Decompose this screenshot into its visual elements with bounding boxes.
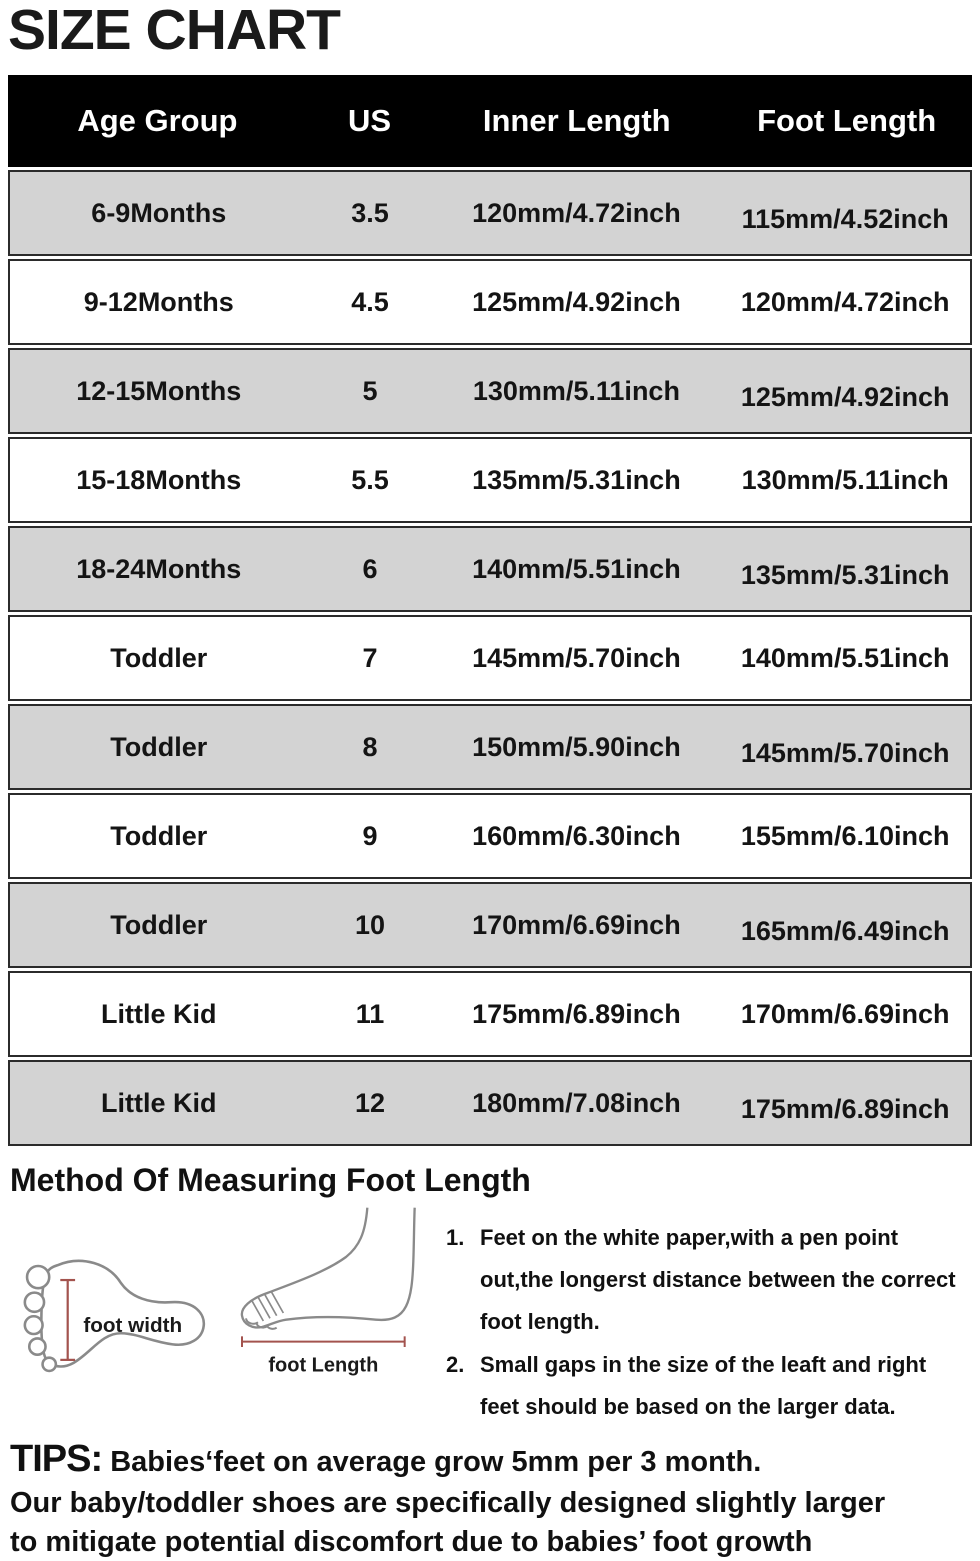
cell-age-group: 12-15Months — [76, 375, 242, 406]
cell-us-size: 5.5 — [351, 464, 389, 495]
cell-inner-length: 175mm/6.89inch — [472, 998, 681, 1029]
tips-text: to mitigate potential discomfort due to … — [10, 1525, 813, 1558]
column-header-us: US — [347, 103, 392, 138]
table-row: 12-15Months 5 130mm/5.11inch 125mm/4.92inch — [8, 348, 972, 434]
foot-diagrams: foot width foot Length — [4, 1203, 446, 1390]
column-header-age-group: Age Group — [77, 103, 238, 138]
table-row: Toddler 7 145mm/5.70inch 140mm/5.51inch — [8, 615, 972, 701]
foot-width-measure-line — [60, 1278, 76, 1361]
table-row: Toddler 9 160mm/6.30inch 155mm/6.10inch — [8, 793, 972, 879]
cell-inner-length: 120mm/4.72inch — [472, 197, 681, 228]
instruction-number: 2. — [446, 1351, 465, 1377]
size-table: Age Group US Inner Length Foot Length 6-… — [8, 75, 972, 1146]
method-heading: Method Of Measuring Foot Length — [10, 1162, 531, 1198]
table-row: 18-24Months 6 140mm/5.51inch 135mm/5.31inch — [8, 526, 972, 612]
cell-us-size: 12 — [354, 1087, 386, 1118]
instruction-text: Feet on the white paper,with a pen point… — [480, 1225, 956, 1335]
table-header-row: Age Group US Inner Length Foot Length — [8, 75, 972, 167]
cell-age-group: Little Kid — [101, 998, 217, 1029]
cell-inner-length: 160mm/6.30inch — [472, 820, 681, 851]
tips-section: TIPS: Babies‘feet on average grow 5mm pe… — [0, 1428, 980, 1561]
cell-inner-length: 125mm/4.92inch — [472, 286, 681, 317]
tips-label: TIPS: — [10, 1438, 103, 1481]
table-row: 9-12Months 4.5 125mm/4.92inch 120mm/4.72inc… — [8, 259, 972, 345]
cell-age-group: Toddler — [110, 642, 208, 673]
cell-inner-length: 145mm/5.70inch — [472, 642, 681, 673]
cell-us-size: 11 — [355, 998, 385, 1029]
cell-foot-length: 120mm/4.72inch — [740, 286, 950, 317]
cell-foot-length: 125mm/4.92inch — [740, 381, 950, 412]
cell-foot-length: 145mm/5.70inch — [740, 737, 950, 768]
cell-inner-length: 150mm/5.90inch — [472, 731, 681, 762]
table-row: Little Kid 12 180mm/7.08inch 175mm/6.89inch — [8, 1060, 972, 1146]
foot-width-label: foot width — [83, 1314, 182, 1337]
tips-text: Our baby/toddler shoes are specifically … — [10, 1487, 886, 1520]
cell-age-group: Toddler — [110, 731, 208, 762]
cell-us-size: 3.5 — [351, 197, 389, 228]
cell-us-size: 10 — [354, 909, 386, 940]
table-row: 6-9Months 3.5 120mm/4.72inch 115mm/4.52inch — [8, 170, 972, 256]
cell-age-group: Toddler — [110, 909, 208, 940]
page-title: SIZE CHART — [8, 0, 341, 62]
instruction-number: 1. — [446, 1225, 465, 1250]
cell-inner-length: 130mm/5.11inch — [472, 375, 680, 406]
cell-foot-length: 135mm/5.31inch — [740, 559, 950, 590]
cell-age-group: 9-12Months — [83, 286, 234, 317]
cell-age-group: Little Kid — [101, 1087, 217, 1118]
table-body: 6-9Months 3.5 120mm/4.72inch 115mm/4.52inch… — [8, 170, 972, 1146]
tips-text: Babies‘feet on average grow 5mm per 3 mo… — [110, 1446, 762, 1479]
table-row: Toddler 10 170mm/6.69inch 165mm/6.49inch — [8, 882, 972, 968]
cell-inner-length: 140mm/5.51inch — [472, 553, 681, 584]
cell-us-size: 7 — [362, 642, 378, 673]
cell-age-group: 15-18Months — [76, 464, 242, 495]
cell-age-group: Toddler — [110, 820, 208, 851]
cell-foot-length: 165mm/6.49inch — [740, 915, 950, 946]
tips-line: TIPS: Babies‘feet on average grow 5mm pe… — [10, 1434, 970, 1484]
cell-inner-length: 180mm/7.08inch — [472, 1087, 681, 1118]
measuring-instructions: 1. Feet on the white paper,with a pen po… — [446, 1217, 976, 1428]
cell-us-size: 8 — [362, 731, 378, 762]
table-row: 15-18Months 5.5 135mm/5.31inch 130mm/5.11in… — [8, 437, 972, 523]
cell-age-group: 6-9Months — [91, 197, 227, 228]
cell-us-size: 4.5 — [351, 286, 389, 317]
footprint-sole-drawing: foot width — [23, 1259, 205, 1373]
table-row: Little Kid 11 175mm/6.89inch 170mm/6.69inch — [8, 971, 972, 1057]
instruction-item: 2. Small gaps in the size of the leaft a… — [446, 1344, 968, 1428]
cell-age-group: 18-24Months — [76, 553, 242, 584]
side-foot-drawing: foot Length — [240, 1207, 416, 1377]
foot-width-diagram: foot width — [4, 1249, 226, 1390]
cell-foot-length: 115mm/4.52inch — [741, 203, 949, 234]
column-header-inner-length: Inner Length — [482, 103, 671, 138]
cell-foot-length: 130mm/5.11inch — [741, 464, 949, 495]
foot-length-label: foot Length — [268, 1355, 378, 1377]
table-row: Toddler 8 150mm/5.90inch 145mm/5.70inch — [8, 704, 972, 790]
instruction-text: Small gaps in the size of the leaft and … — [480, 1351, 927, 1419]
instruction-item: 1. Feet on the white paper,with a pen po… — [446, 1217, 968, 1344]
foot-length-measure-line — [241, 1336, 406, 1347]
cell-foot-length: 175mm/6.89inch — [740, 1093, 950, 1124]
cell-us-size: 5 — [362, 375, 378, 406]
column-header-foot-length: Foot Length — [757, 103, 937, 138]
cell-foot-length: 155mm/6.10inch — [740, 820, 950, 851]
foot-length-diagram: foot Length — [226, 1205, 446, 1388]
cell-us-size: 6 — [362, 553, 378, 584]
cell-inner-length: 170mm/6.69inch — [472, 909, 681, 940]
cell-foot-length: 140mm/5.51inch — [740, 642, 950, 673]
cell-inner-length: 135mm/5.31inch — [472, 464, 681, 495]
cell-foot-length: 170mm/6.69inch — [740, 998, 950, 1029]
cell-us-size: 9 — [362, 820, 378, 851]
measuring-section: foot width foot Length — [0, 1203, 980, 1428]
